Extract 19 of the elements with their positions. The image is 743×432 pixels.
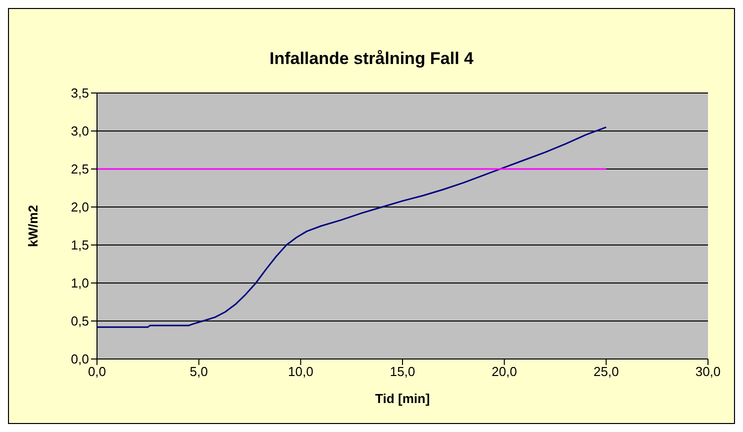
- y-tick-label: 2,0: [70, 200, 89, 215]
- x-tick-label: 0,0: [88, 364, 106, 380]
- y-tick-label: 2,5: [70, 162, 89, 177]
- y-axis-title: kW/m2: [26, 205, 41, 247]
- x-tick-label: 15,0: [390, 364, 416, 380]
- x-tick-label: 20,0: [492, 364, 517, 380]
- x-tick-label: 30,0: [695, 364, 721, 380]
- y-tick-label: 3,5: [70, 86, 89, 101]
- x-tick-label: 5,0: [190, 364, 208, 380]
- y-tick-label: 1,0: [70, 276, 89, 291]
- x-axis-title: Tid [min]: [375, 391, 430, 406]
- y-tick-label: 0,0: [70, 352, 89, 367]
- y-tick-label: 1,5: [70, 238, 89, 253]
- line-series: [97, 126, 607, 328]
- chart-title: Infallande strålning Fall 4: [268, 49, 475, 69]
- y-tick-label: 3,0: [70, 124, 89, 139]
- x-tick-label: 10,0: [288, 364, 314, 380]
- x-tick-label: 25,0: [594, 364, 619, 380]
- y-tick-label: 0,5: [70, 314, 89, 329]
